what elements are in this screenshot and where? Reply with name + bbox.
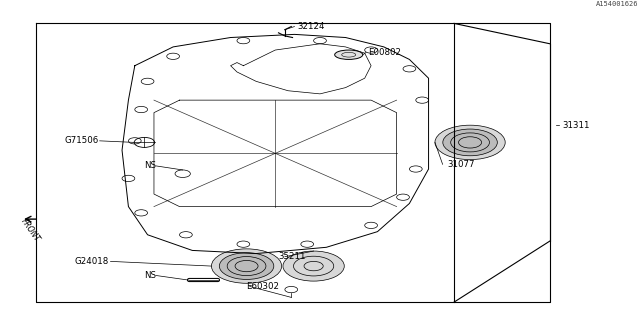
Text: G24018: G24018 xyxy=(74,257,108,266)
Text: E60302: E60302 xyxy=(246,282,280,291)
Circle shape xyxy=(283,251,344,281)
Text: 31077: 31077 xyxy=(448,160,476,169)
Text: NS: NS xyxy=(145,271,156,280)
Text: A154001626: A154001626 xyxy=(596,1,638,7)
Text: NS: NS xyxy=(145,161,156,170)
Text: G71506: G71506 xyxy=(65,136,99,145)
Text: 35211: 35211 xyxy=(278,252,306,261)
Ellipse shape xyxy=(335,50,363,60)
Text: E00802: E00802 xyxy=(368,48,401,57)
Text: 32124: 32124 xyxy=(298,22,325,31)
Text: 31311: 31311 xyxy=(563,121,590,130)
Circle shape xyxy=(443,129,497,156)
Circle shape xyxy=(435,125,505,160)
Circle shape xyxy=(220,253,274,279)
Text: FRONT: FRONT xyxy=(20,217,42,243)
Circle shape xyxy=(211,249,282,283)
